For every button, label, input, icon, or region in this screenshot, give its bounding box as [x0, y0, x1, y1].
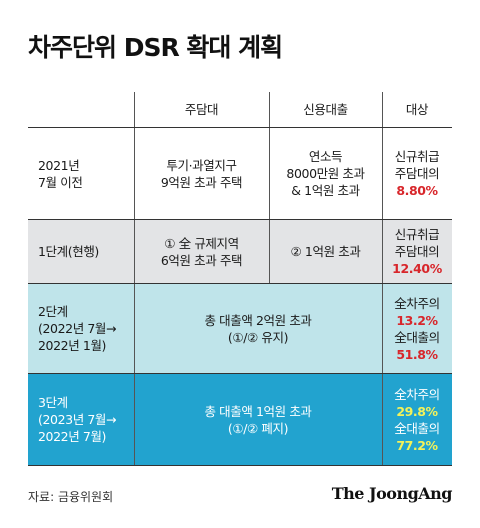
credit-line: & 1억원 초과: [291, 183, 360, 198]
merged-line: 총 대출액 2억원 초과: [204, 312, 312, 328]
table-row-stage-3: 3단계 (2023년 7월→ 2022년 7월) 총 대출액 1억원 초과 (①…: [28, 374, 452, 466]
target-line: 全차주의: [394, 386, 440, 402]
page-title: 차주단위 DSR 확대 계획: [28, 33, 283, 62]
merged-line: 총 대출액 1억원 초과: [204, 403, 312, 419]
target-line: 全대출의: [394, 420, 440, 436]
table-row-stage-2: 2단계 (2022년 7월→ 2022년 1월) 총 대출액 2억원 초과 (①…: [28, 284, 452, 374]
dsr-plan-table: 주담대 신용대출 대상 2021년 7월 이전 투기·과열지구 9억원 초과 주…: [28, 92, 452, 466]
row-label-line: 2022년 7월): [38, 429, 107, 444]
header-cell-credit: 신용대출: [303, 102, 348, 117]
mortgage-line: 9억원 초과 주택: [160, 174, 243, 190]
target-value: 77.2%: [396, 437, 438, 453]
header-cell-target: 대상: [405, 102, 429, 117]
header-cell-empty: [28, 92, 134, 127]
target-cell: 신규취급 주담대의 12.40%: [382, 220, 452, 283]
row-label-line: 3단계: [38, 395, 68, 410]
row-label-line: 2022년 1월): [38, 338, 107, 353]
target-line: 주담대의: [394, 166, 440, 181]
row-label-line: 1단계(현행): [38, 244, 99, 259]
merged-line: (①/② 폐지): [227, 420, 289, 436]
credit-cell: 연소득 8000만원 초과 & 1억원 초과: [269, 128, 382, 219]
merged-condition-cell: 총 대출액 1억원 초과 (①/② 폐지): [134, 374, 382, 465]
row-label-line: 2021년: [38, 157, 80, 173]
credit-line: 연소득: [308, 149, 343, 164]
mortgage-cell: 투기·과열지구 9억원 초과 주택: [134, 128, 269, 219]
row-label-line: 7월 이전: [38, 174, 83, 190]
table-row-before-2021: 2021년 7월 이전 투기·과열지구 9억원 초과 주택 연소득 8000만원…: [28, 128, 452, 220]
target-cell: 全차주의 29.8% 全대출의 77.2%: [382, 374, 452, 465]
target-cell: 全차주의 13.2% 全대출의 51.8%: [382, 284, 452, 373]
row-label-line: 2단계: [38, 304, 68, 319]
publisher-logo: The JoongAng: [331, 484, 453, 503]
credit-line: 8000만원 초과: [286, 166, 365, 181]
header-cell-mortgage: 주담대: [184, 102, 219, 117]
target-line: 신규취급: [394, 227, 440, 242]
credit-cell: ② 1억원 초과: [269, 220, 382, 283]
target-value: 51.8%: [396, 346, 438, 362]
target-line: 신규취급: [394, 149, 440, 164]
row-label-line: (2022년 7월→: [38, 321, 117, 336]
target-line: 全차주의: [394, 295, 440, 311]
merged-line: (①/② 유지): [227, 329, 289, 345]
row-label: 2단계 (2022년 7월→ 2022년 1월): [28, 284, 134, 373]
target-value: 29.8%: [396, 403, 438, 419]
target-cell: 신규취급 주담대의 8.80%: [382, 128, 452, 219]
target-line: 주담대의: [394, 244, 440, 259]
merged-condition-cell: 총 대출액 2억원 초과 (①/② 유지): [134, 284, 382, 373]
mortgage-cell: ① 全 규제지역 6억원 초과 주택: [134, 220, 269, 283]
credit-line: ② 1억원 초과: [290, 244, 361, 259]
target-value: 8.80%: [396, 183, 438, 198]
table-row-stage-1: 1단계(현행) ① 全 규제지역 6억원 초과 주택 ② 1억원 초과 신규취급…: [28, 220, 452, 284]
row-label: 3단계 (2023년 7월→ 2022년 7월): [28, 374, 134, 465]
mortgage-line: 투기·과열지구: [166, 157, 237, 173]
table-header-row: 주담대 신용대출 대상: [28, 92, 452, 128]
source-note: 자료: 금융위원회: [28, 490, 114, 504]
target-value: 12.40%: [392, 261, 442, 276]
mortgage-line: ① 全 규제지역: [164, 235, 239, 251]
mortgage-line: 6억원 초과 주택: [160, 252, 243, 268]
row-label: 2021년 7월 이전: [28, 128, 134, 219]
row-label-line: (2023년 7월→: [38, 412, 117, 427]
row-label: 1단계(현행): [28, 220, 134, 283]
target-line: 全대출의: [394, 329, 440, 345]
target-value: 13.2%: [396, 312, 438, 328]
